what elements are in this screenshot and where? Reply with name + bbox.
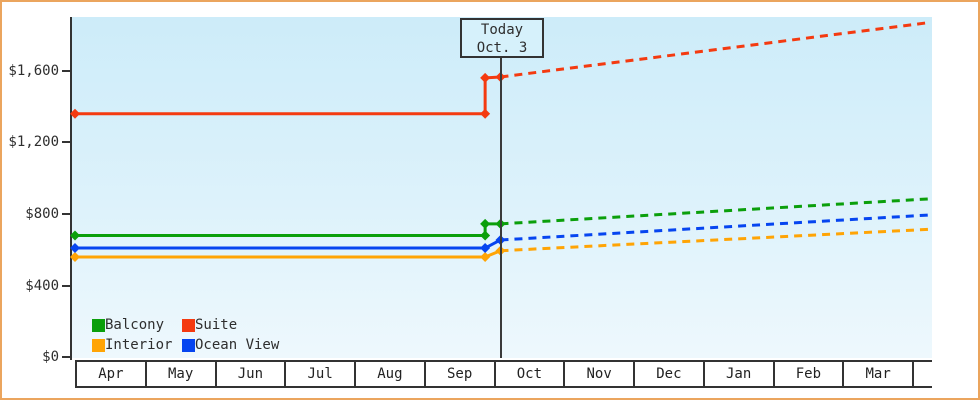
legend-label: Interior	[105, 337, 173, 353]
y-tick-mark	[62, 213, 71, 215]
month-cell: Aug	[356, 362, 426, 386]
y-tick-label: $1,600	[8, 62, 59, 79]
y-axis-line	[70, 17, 72, 360]
y-tick-label: $1,200	[8, 134, 59, 151]
month-cell: Jan	[705, 362, 775, 386]
month-cell: May	[147, 362, 217, 386]
legend-item: Interior	[92, 338, 182, 352]
month-cell: Feb	[775, 362, 845, 386]
month-axis-band: Apr May Jun Jul Aug Sep Oct Nov Dec Jan Feb Mar	[75, 360, 932, 388]
today-vertical-line	[500, 58, 502, 358]
legend-label: Ocean View	[195, 337, 280, 353]
legend-label: Balcony	[105, 317, 165, 333]
legend-item: Balcony	[92, 318, 182, 332]
legend-row: Interior Ocean View	[92, 335, 279, 355]
y-tick-mark	[62, 141, 71, 144]
legend-swatch-icon	[92, 318, 105, 332]
y-tick-label: $400	[25, 277, 59, 294]
today-annotation-box: Today Oct. 3	[460, 18, 544, 58]
today-date: Oct. 3	[476, 40, 528, 56]
month-cell: Nov	[565, 362, 635, 386]
plot-area	[72, 17, 932, 358]
month-cell: Jul	[286, 362, 356, 386]
y-tick-mark	[62, 356, 71, 359]
month-cell: Mar	[844, 362, 914, 386]
month-cell: Apr	[77, 362, 147, 386]
today-label: Today	[480, 22, 524, 38]
month-cell: Oct	[496, 362, 566, 386]
legend-item: Suite	[182, 318, 237, 332]
y-tick-mark	[62, 284, 71, 287]
legend-swatch-icon	[182, 338, 195, 352]
legend-row: Balcony Suite	[92, 315, 279, 335]
month-cell: Sep	[426, 362, 496, 386]
legend: Balcony Suite Interior Ocean View	[92, 315, 279, 355]
month-cell-partial	[914, 362, 932, 386]
y-tick-mark	[62, 69, 71, 72]
legend-label: Suite	[195, 317, 238, 333]
month-cell: Jun	[217, 362, 287, 386]
legend-item: Ocean View	[182, 338, 279, 352]
legend-swatch-icon	[182, 318, 195, 332]
month-cell: Dec	[635, 362, 705, 386]
y-tick-label: $0	[42, 349, 59, 366]
y-tick-label: $800	[25, 206, 59, 222]
legend-swatch-icon	[92, 338, 105, 352]
